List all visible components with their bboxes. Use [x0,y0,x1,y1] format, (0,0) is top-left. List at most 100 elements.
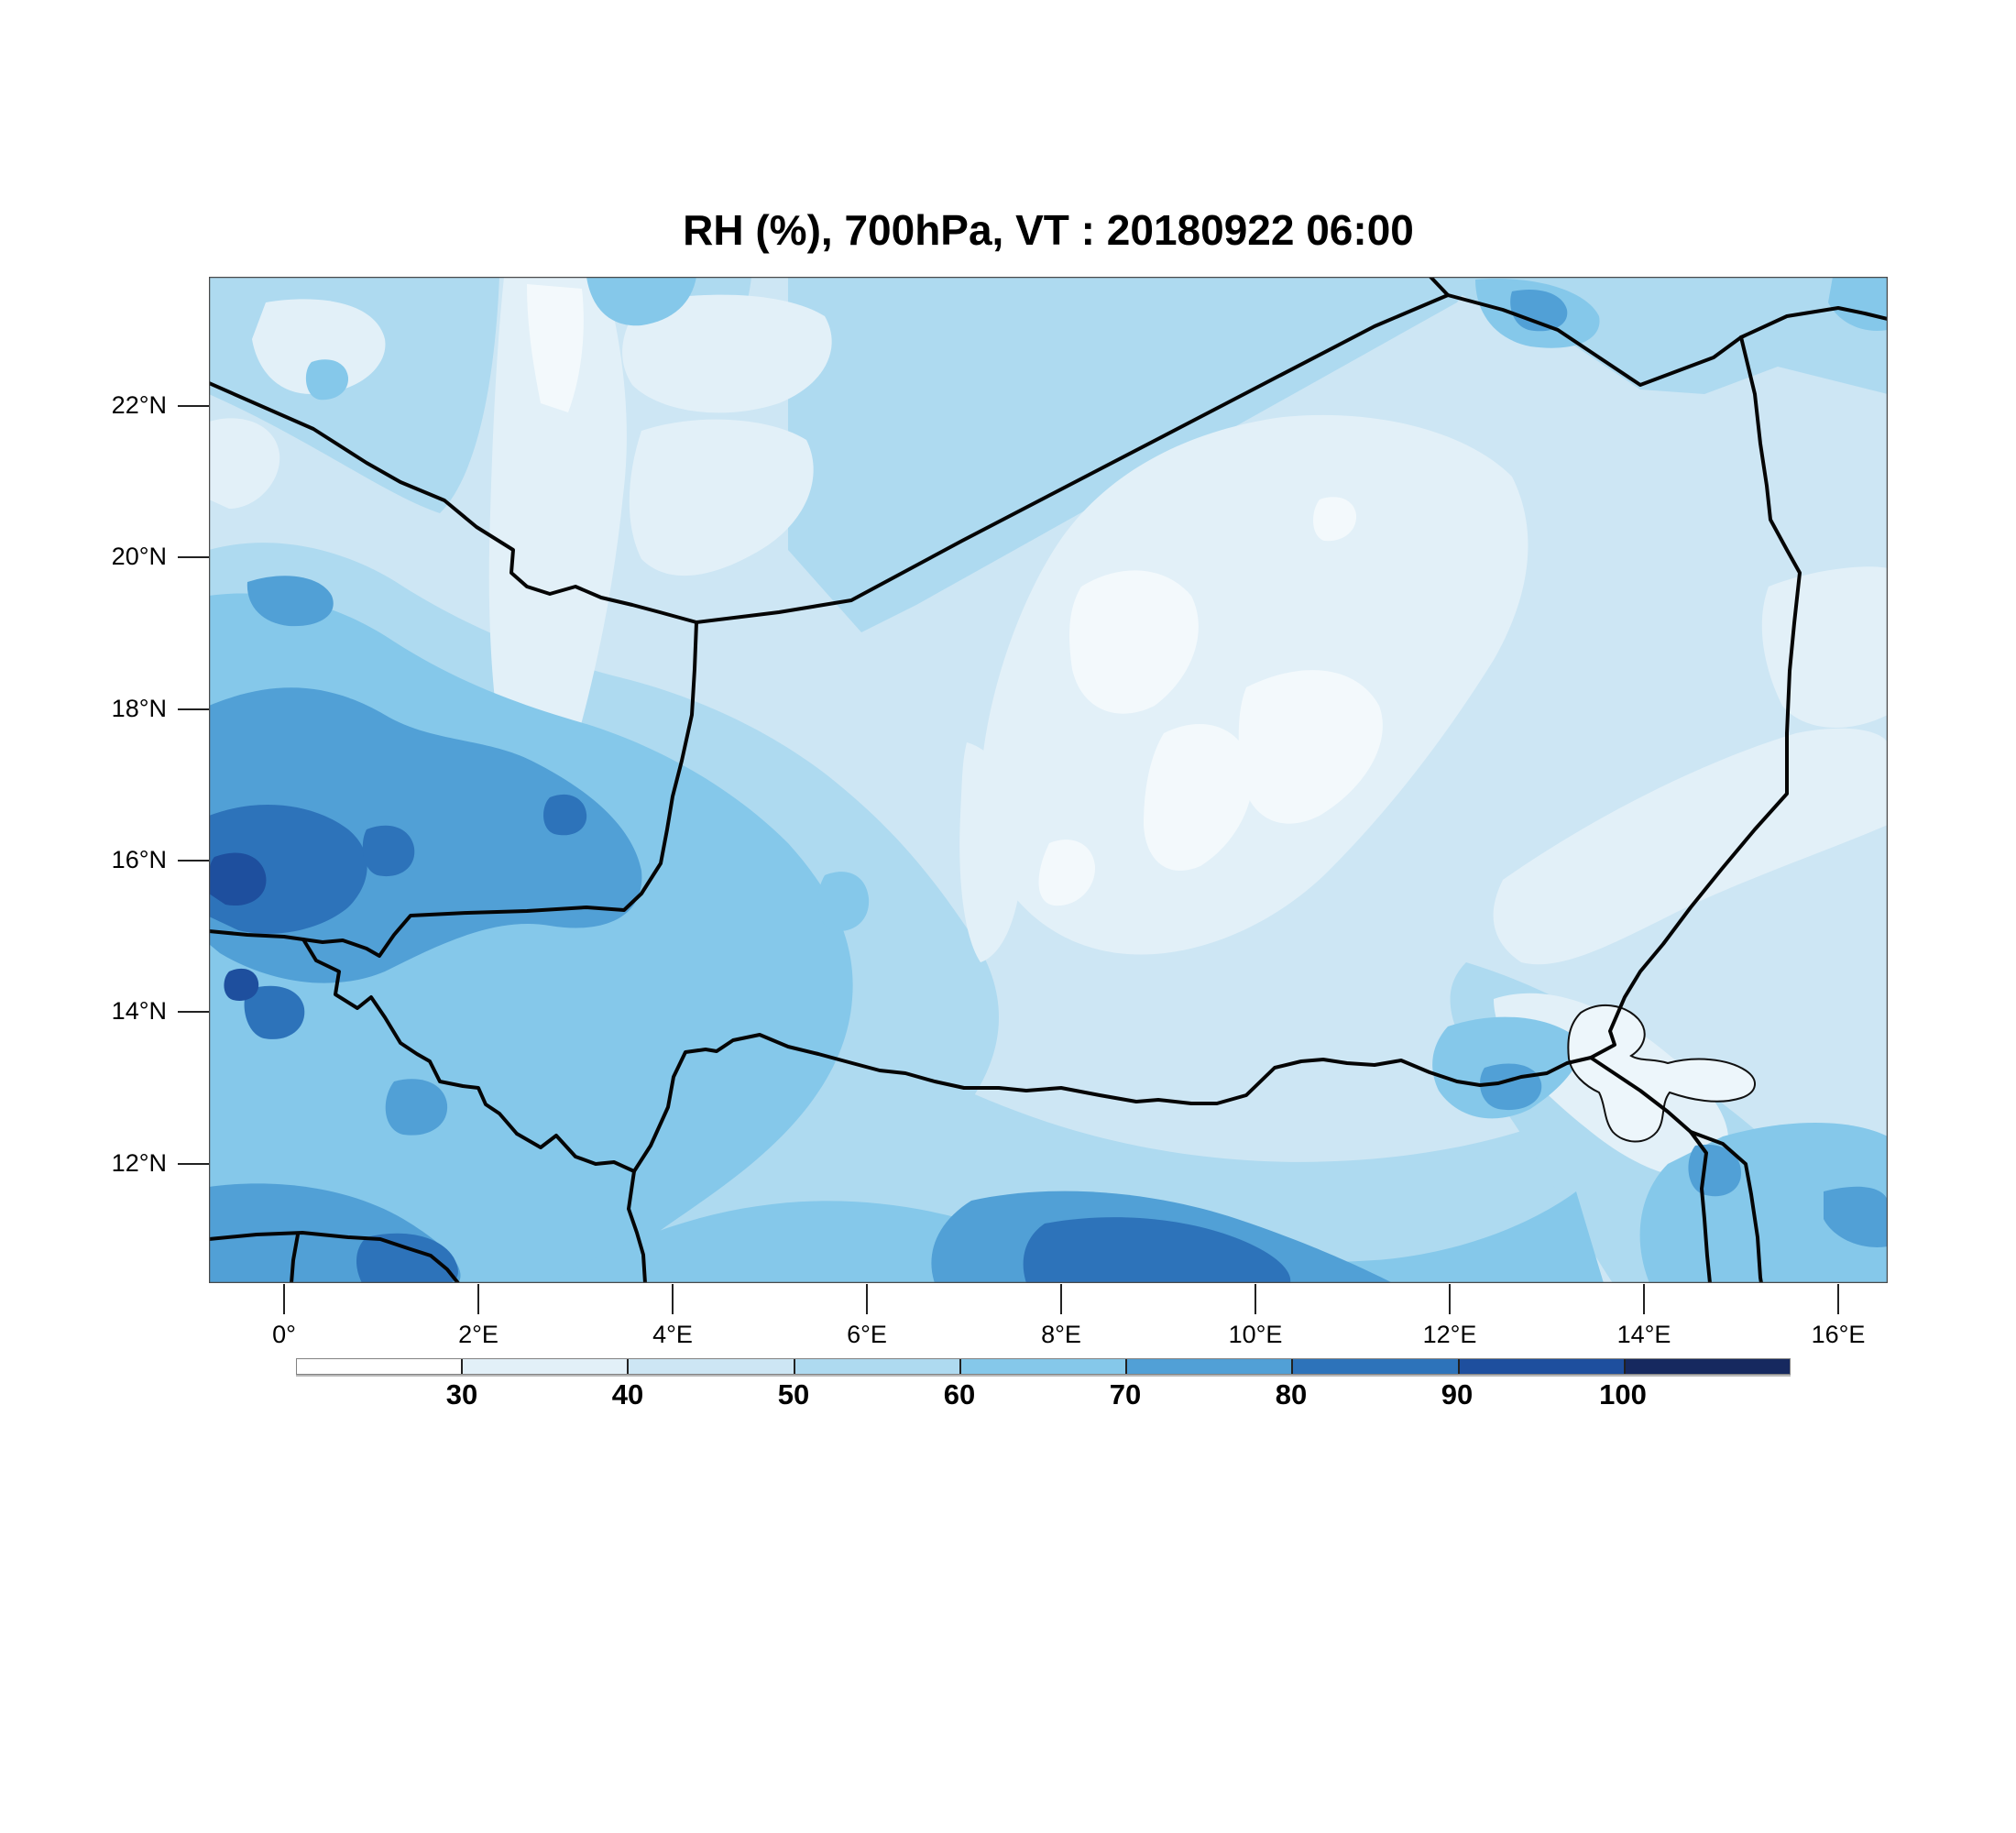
y-tick-label: 20°N [111,543,167,570]
x-tick-mark [283,1284,285,1314]
border-niger-libya [1446,293,1743,387]
colorbar-segment [629,1359,795,1374]
border-benin-togo-stub [290,1233,300,1283]
colorbar-segment [960,1359,1128,1374]
x-tick-mark [672,1284,674,1314]
fill-60-70-ne-corner [1828,277,1888,331]
colorbar-segment [1459,1359,1626,1374]
colorbar-tick-label: 50 [777,1378,810,1410]
colorbar [296,1358,1791,1375]
fill-90-100-dot [224,968,259,1001]
fill-80-90-bottomleft [356,1233,458,1283]
colorbar-tick-label: 90 [1441,1378,1474,1410]
border-mali-niger [301,620,698,958]
x-tick-mark [866,1284,868,1314]
fill-30-40-sw-sliver [959,742,1023,962]
border-burkina-benin [209,1231,460,1283]
colorbar-tick-label: 70 [1109,1378,1142,1410]
x-tick-label: 4°E [652,1321,693,1348]
border-algeria-mali [209,381,698,624]
x-tick-mark [1449,1284,1451,1314]
fill-70-80-lake-west-dot [1480,1063,1542,1111]
colorbar-segment [1127,1359,1294,1374]
y-tick-mark [178,556,209,558]
x-tick-label: 2°E [458,1321,499,1348]
border-algeria-niger [695,293,1450,624]
fill-30-40-top-patch [622,294,832,413]
fill-80-90-bottomcenter [1023,1217,1291,1283]
colorbar-segment [1293,1359,1460,1374]
fill-90-100-core [209,852,267,906]
fill-30-40-nw-patch1 [252,299,386,394]
colorbar-segment [794,1359,961,1374]
fill-30-40-nw-patch3 [629,419,814,576]
x-tick-label: 12°E [1422,1321,1477,1348]
y-tick-label: 16°N [111,846,167,873]
border-burkina-niger [301,938,519,1136]
fill-60-70-top-notch [586,277,696,326]
y-tick-mark [178,1163,209,1165]
fill-under30-blob4 [1038,840,1096,906]
colorbar-tick-label: 40 [611,1378,644,1410]
border-algeria-libya-stub [1429,277,1450,297]
x-tick-mark [1643,1284,1645,1314]
x-tick-mark [1837,1284,1839,1314]
x-tick-mark [477,1284,479,1314]
border-niger-chad [1589,335,1802,1059]
fill-under30-blob3 [1238,670,1383,824]
lake-chad [1567,1004,1756,1143]
y-tick-label: 18°N [111,695,167,722]
border-benin-niger [515,1132,636,1173]
fill-70-80-libya-dot [1510,290,1568,332]
colorbar-tick-label: 100 [1599,1378,1647,1410]
y-tick-label: 14°N [111,997,167,1025]
colorbar-tick-label: 80 [1275,1378,1308,1410]
fill-30-40-nw-patch2 [209,418,280,509]
y-tick-mark [178,405,209,407]
plot-title: RH (%), 700hPa, VT : 20180922 06:00 [683,206,1414,254]
map-plot [209,277,1888,1283]
fill-under30-blob1 [1069,570,1199,714]
fill-60-70-small-spot [817,872,870,931]
x-tick-label: 8°E [1041,1321,1081,1348]
fill-under30-blob2 [1144,724,1254,871]
y-tick-label: 12°N [111,1149,167,1177]
x-tick-mark [1255,1284,1256,1314]
contour-fill-layer [209,277,1888,1283]
colorbar-segment [463,1359,630,1374]
border-mali-burkina [209,929,305,941]
border-through-lake [1589,1056,1693,1134]
colorbar-segment [1625,1359,1790,1374]
colorbar-tick-label: 30 [445,1378,478,1410]
border-nigeria-cameroon [1689,1130,1712,1283]
country-borders [209,277,1888,1283]
x-tick-mark [1060,1284,1062,1314]
fill-70-80-upper-patch [247,576,334,627]
x-tick-label: 6°E [847,1321,887,1348]
fill-70-80-border-spot [385,1079,448,1136]
x-tick-label: 10°E [1228,1321,1283,1348]
fill-30-40-east-diagonal [1493,728,1888,965]
fill-80-90-spot3 [543,794,587,836]
y-tick-mark [178,708,209,710]
x-tick-label: 14°E [1616,1321,1671,1348]
fill-80-90-spot2 [244,985,305,1039]
border-libya-chad [1739,306,1888,339]
colorbar-tick-label: 60 [943,1378,976,1410]
border-benin-nigeria [627,1169,647,1283]
fill-70-80-se-edge [1824,1186,1888,1247]
x-tick-label: 0° [272,1321,296,1348]
colorbar-segment [297,1359,464,1374]
y-tick-label: 22°N [111,391,167,419]
border-niger-nigeria [632,1033,1593,1173]
fill-under30-streak [527,284,584,412]
fill-30-40-vertical-band [488,277,627,826]
fill-80-90-spot1 [362,825,415,877]
fill-30-40-east-edge [1761,566,1888,728]
fill-under30-dot [1313,497,1357,542]
border-chad-cameroon [1689,1130,1763,1283]
fill-60-70-nw-dot [305,359,349,401]
fill-60-70-south-band [550,1191,1604,1283]
y-tick-mark [178,860,209,862]
